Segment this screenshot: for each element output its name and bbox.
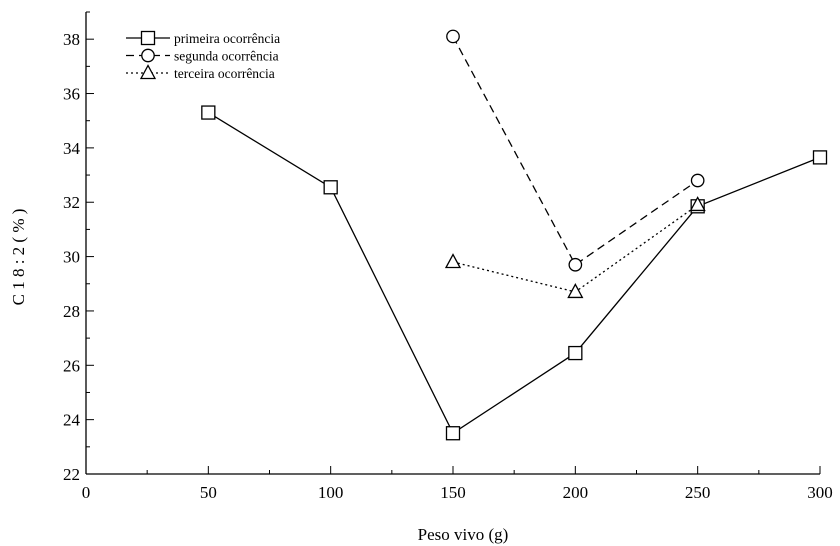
y-axis-title: C 1 8 : 2 ( % ) xyxy=(9,209,28,306)
data-point-triangle xyxy=(689,196,706,212)
legend: primeira ocorrência segunda ocorrência ter… xyxy=(126,30,280,81)
legend-label: primeira ocorrência xyxy=(174,31,280,46)
data-point-circle xyxy=(690,173,705,188)
legend-marker-square xyxy=(140,30,156,46)
y-tick-label: 24 xyxy=(63,411,81,430)
series-line xyxy=(452,36,699,266)
y-tick-label: 30 xyxy=(63,248,80,267)
x-tick-label: 250 xyxy=(685,483,711,502)
x-tick-label: 200 xyxy=(563,483,589,502)
data-point-circle xyxy=(446,29,460,44)
series-3 xyxy=(444,196,706,299)
x-tick-label: 50 xyxy=(200,483,217,502)
legend-marker-triangle xyxy=(139,64,157,80)
legend-marker-circle xyxy=(141,48,155,63)
data-point-triangle xyxy=(444,253,462,269)
y-tick-label: 38 xyxy=(63,30,80,49)
data-point-triangle xyxy=(567,283,584,299)
series-layer xyxy=(201,29,828,441)
data-point-square xyxy=(812,150,828,165)
series-2 xyxy=(446,29,705,272)
x-axis-title: Peso vivo (g) xyxy=(418,525,509,544)
data-point-square xyxy=(201,105,216,120)
series-line xyxy=(207,112,821,435)
y-tick-label: 28 xyxy=(63,302,80,321)
x-tick-label: 0 xyxy=(82,483,91,502)
y-tick-label: 34 xyxy=(63,139,81,158)
data-point-square xyxy=(323,180,338,195)
series-line xyxy=(452,204,699,293)
data-point-square xyxy=(568,345,583,361)
axes: 0 50 100 150 200 250 300 22 24 26 28 30 32 34 36 38 xyxy=(63,11,833,502)
y-tick-label: 22 xyxy=(63,465,80,484)
legend-label: terceira ocorrência xyxy=(174,66,275,81)
data-point-circle xyxy=(568,257,583,272)
y-tick-label: 26 xyxy=(63,356,80,375)
x-tick-label: 150 xyxy=(440,483,466,502)
series-1 xyxy=(201,105,828,441)
data-point-square xyxy=(445,426,461,441)
x-tick-label: 300 xyxy=(807,483,833,502)
y-tick-label: 36 xyxy=(63,85,80,104)
y-tick-label: 32 xyxy=(63,193,80,212)
x-tick-label: 100 xyxy=(318,483,344,502)
legend-label: segunda ocorrência xyxy=(174,49,279,64)
